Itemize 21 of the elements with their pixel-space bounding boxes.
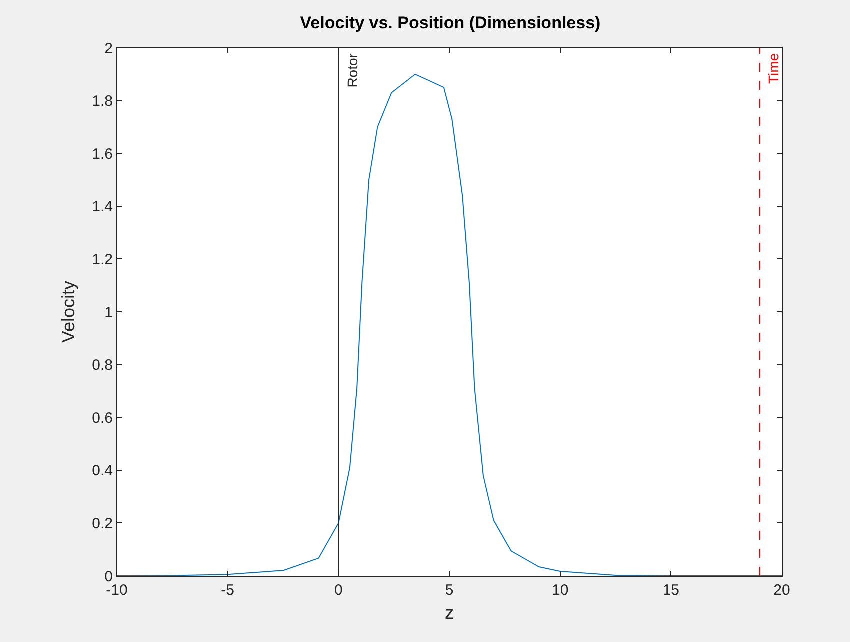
y-tick-label: 0.4 [92, 462, 113, 480]
x-tick-label: 5 [445, 582, 454, 599]
chart-title: Velocity vs. Position (Dimensionless) [300, 13, 601, 32]
y-tick-label: 0.2 [92, 515, 113, 532]
y-axis-title: Velocity [58, 280, 78, 344]
x-tick-label: -5 [221, 582, 234, 599]
y-tick-label: 0.8 [92, 357, 113, 374]
x-axis-title: z [445, 603, 454, 624]
ref-line-label: Rotor [344, 53, 361, 88]
ref-line-label: Time [766, 53, 782, 84]
y-tick-label: 1.4 [92, 198, 113, 216]
y-tick-label: 1.8 [92, 93, 113, 110]
y-tick-label: 2 [104, 40, 113, 58]
y-tick-label: 1 [104, 304, 113, 322]
y-tick-label: 1.2 [92, 251, 113, 268]
y-tick-label: 1.6 [92, 146, 113, 163]
x-tick-label: 15 [662, 582, 680, 599]
x-tick-label: 0 [334, 582, 343, 599]
x-tick-label: 20 [774, 582, 790, 599]
y-tick-label: 0.6 [92, 410, 113, 427]
x-tick-label: 10 [552, 582, 569, 599]
